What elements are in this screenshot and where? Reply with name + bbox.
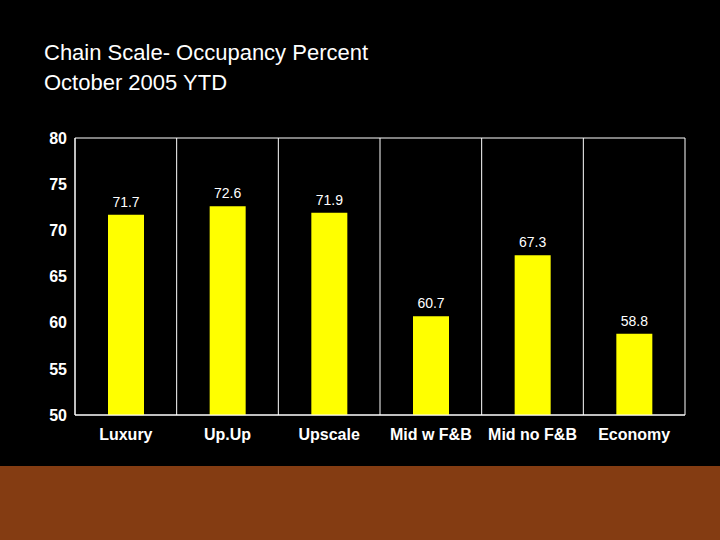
svg-text:50: 50 bbox=[49, 407, 67, 424]
svg-text:60.7: 60.7 bbox=[417, 295, 444, 311]
svg-text:Economy: Economy bbox=[598, 426, 670, 443]
svg-text:75: 75 bbox=[49, 176, 67, 193]
svg-text:Mid w F&B: Mid w F&B bbox=[390, 426, 472, 443]
svg-text:72.6: 72.6 bbox=[214, 185, 241, 201]
svg-text:60: 60 bbox=[49, 314, 67, 331]
svg-text:80: 80 bbox=[49, 130, 67, 147]
svg-text:Up.Up: Up.Up bbox=[204, 426, 251, 443]
svg-text:Mid no F&B: Mid no F&B bbox=[488, 426, 577, 443]
svg-text:71.7: 71.7 bbox=[112, 194, 139, 210]
svg-text:65: 65 bbox=[49, 268, 67, 285]
svg-text:Luxury: Luxury bbox=[99, 426, 152, 443]
svg-text:55: 55 bbox=[49, 361, 67, 378]
svg-text:58.8: 58.8 bbox=[621, 313, 648, 329]
html-text:Chain Scale- Occupancy Percent: Chain Scale- Occupancy Percent bbox=[44, 40, 369, 65]
html-text:October 2005 YTD: October 2005 YTD bbox=[44, 70, 227, 95]
svg-text:Upscale: Upscale bbox=[298, 426, 359, 443]
svg-text:67.3: 67.3 bbox=[519, 234, 546, 250]
svg-text:70: 70 bbox=[49, 222, 67, 239]
svg-text:71.9: 71.9 bbox=[316, 192, 343, 208]
